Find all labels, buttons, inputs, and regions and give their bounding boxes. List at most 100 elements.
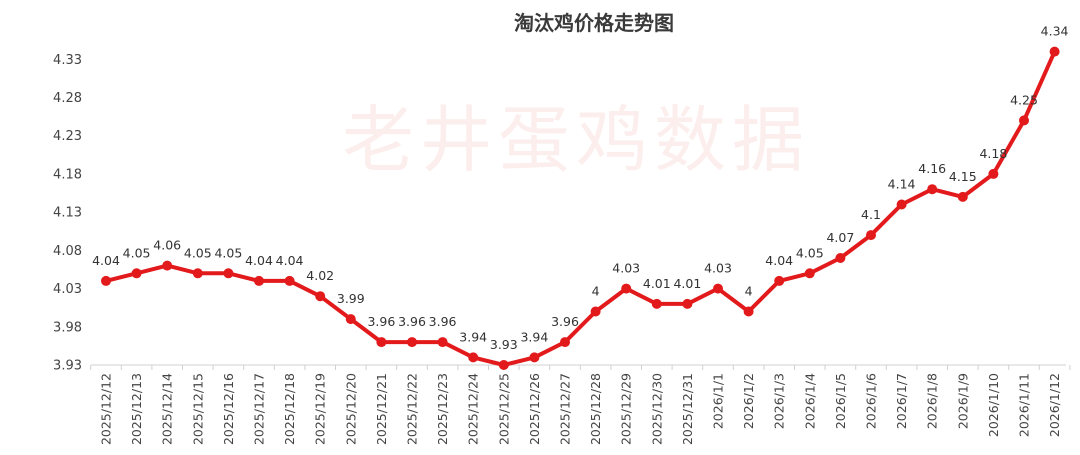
x-tick-label: 2025/12/29 — [619, 373, 634, 445]
x-tick-label: 2026/1/11 — [1017, 373, 1032, 437]
data-point — [835, 253, 846, 263]
x-tick-label: 2025/12/24 — [466, 373, 481, 445]
data-point — [407, 337, 417, 348]
data-point — [743, 306, 754, 317]
data-point — [284, 275, 295, 286]
data-label: 4.04 — [92, 253, 120, 268]
y-tick-label: 4.33 — [53, 53, 82, 68]
data-point — [927, 184, 938, 195]
data-label: 4.16 — [918, 161, 946, 176]
x-tick-label: 2025/12/21 — [374, 373, 389, 445]
price-series-line — [104, 49, 1057, 367]
x-tick-label: 2025/12/12 — [99, 373, 114, 445]
x-tick-label: 2025/12/16 — [221, 373, 236, 445]
x-tick-label: 2026/1/5 — [833, 373, 848, 429]
x-tick-label: 2025/12/28 — [588, 373, 603, 445]
data-point — [498, 360, 509, 370]
data-point — [376, 337, 387, 348]
data-label: 4.15 — [949, 169, 977, 184]
data-point — [804, 268, 815, 279]
data-point — [621, 283, 632, 294]
data-label: 4.01 — [643, 276, 671, 291]
data-label: 4.04 — [245, 253, 273, 268]
data-point — [957, 191, 968, 202]
data-point — [774, 275, 785, 286]
x-tick-label: 2025/12/17 — [252, 373, 267, 445]
y-axis-ticks: 3.93 3.98 4.03 4.08 4.13 4.18 4.23 4.28 4.33 — [53, 53, 82, 374]
data-point — [1019, 115, 1029, 126]
x-tick-label: 2026/1/4 — [802, 373, 817, 429]
x-tick-label: 2025/12/18 — [282, 373, 297, 445]
x-axis-ticks: 2025/12/12 2025/12/13 2025/12/14 2025/12/15… — [90, 365, 1071, 445]
data-point — [468, 352, 479, 363]
data-label: 4 — [745, 284, 753, 299]
data-point — [101, 275, 111, 286]
data-point — [866, 230, 876, 241]
data-point — [315, 291, 326, 302]
data-label: 4.06 — [153, 238, 181, 253]
data-label: 4.01 — [673, 276, 701, 291]
x-tick-label: 2025/12/30 — [649, 373, 664, 445]
data-point — [988, 168, 999, 179]
x-tick-label: 2025/12/19 — [313, 373, 328, 445]
x-tick-label: 2026/1/7 — [894, 373, 909, 429]
data-label: 4.05 — [123, 245, 151, 260]
x-tick-label: 2026/1/1 — [711, 373, 726, 429]
data-label: 4.34 — [1041, 24, 1069, 39]
y-tick-label: 4.23 — [53, 129, 82, 144]
x-tick-label: 2026/1/9 — [955, 373, 970, 429]
data-point — [529, 352, 540, 363]
chart-title: 淘汰鸡价格走势图 — [514, 11, 674, 35]
data-label: 4.25 — [1010, 92, 1038, 107]
y-tick-label: 4.03 — [53, 282, 82, 297]
data-label: 4.03 — [704, 261, 732, 276]
x-tick-label: 2025/12/27 — [558, 373, 573, 445]
data-point — [254, 275, 264, 286]
data-point — [713, 283, 723, 294]
data-label: 4.05 — [214, 245, 242, 260]
data-labels: 4.044.054.064.05 4.054.04 4.044.023.993.96… — [92, 24, 1068, 352]
x-tick-label: 2025/12/20 — [343, 373, 358, 445]
data-point — [560, 337, 570, 348]
data-label: 4 — [592, 284, 600, 299]
data-label: 4.18 — [979, 146, 1007, 161]
data-point — [162, 260, 173, 271]
x-tick-label: 2025/12/15 — [190, 373, 205, 445]
y-tick-label: 4.28 — [53, 91, 82, 106]
data-label: 3.94 — [459, 329, 487, 344]
x-tick-label: 2025/12/25 — [496, 373, 511, 445]
data-label: 3.96 — [429, 314, 457, 329]
x-tick-label: 2025/12/13 — [129, 373, 144, 445]
x-tick-label: 2025/12/26 — [527, 373, 542, 445]
data-point — [651, 298, 662, 309]
y-tick-label: 4.13 — [53, 206, 82, 221]
data-label: 3.96 — [551, 314, 579, 329]
x-tick-label: 2025/12/23 — [435, 373, 450, 445]
x-tick-label: 2026/1/12 — [1047, 373, 1062, 437]
y-tick-label: 4.08 — [53, 244, 82, 259]
data-label: 3.96 — [367, 314, 395, 329]
x-tick-label: 2026/1/6 — [864, 373, 879, 429]
x-tick-label: 2026/1/2 — [741, 373, 756, 429]
data-label: 3.99 — [337, 291, 365, 306]
x-tick-label: 2025/12/14 — [160, 373, 175, 445]
data-point — [896, 199, 907, 210]
data-point — [131, 268, 142, 279]
data-label: 4.1 — [861, 207, 881, 222]
y-tick-label: 3.93 — [53, 359, 82, 374]
y-tick-label: 3.98 — [53, 320, 82, 335]
data-label: 4.02 — [306, 268, 334, 283]
data-point — [192, 268, 203, 279]
x-tick-label: 2025/12/22 — [405, 373, 420, 445]
data-label: 4.07 — [826, 230, 854, 245]
data-point — [590, 306, 601, 317]
data-point — [223, 268, 234, 279]
data-point — [682, 298, 693, 309]
data-label: 3.93 — [490, 337, 518, 352]
data-label: 4.05 — [796, 245, 824, 260]
x-tick-label: 2026/1/8 — [925, 373, 940, 429]
data-point — [437, 337, 448, 348]
data-label: 4.14 — [888, 177, 916, 192]
data-label: 4.03 — [612, 261, 640, 276]
